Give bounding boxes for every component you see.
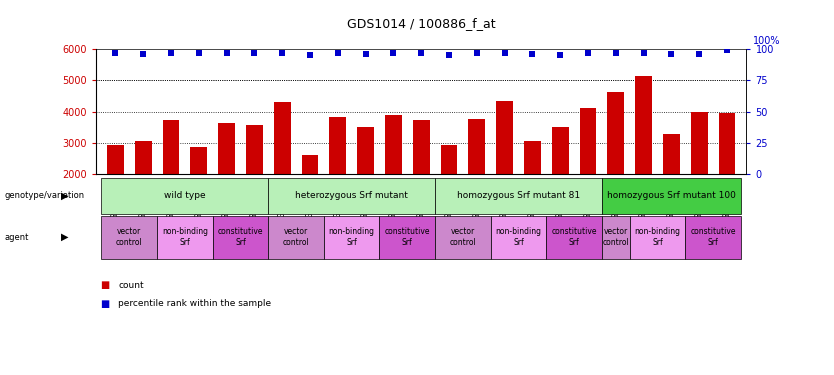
Point [721, 47, 734, 53]
Text: ▶: ▶ [61, 191, 68, 201]
Point [442, 52, 455, 58]
Bar [302, 155, 319, 174]
Bar [719, 113, 736, 174]
Bar [469, 119, 485, 174]
Text: GDS1014 / 100886_f_at: GDS1014 / 100886_f_at [347, 17, 495, 30]
Bar [219, 123, 235, 174]
Point [387, 50, 400, 55]
Point [498, 50, 511, 55]
Point [414, 50, 428, 55]
Point [275, 50, 289, 55]
Text: constitutive
Srf: constitutive Srf [218, 228, 264, 247]
Bar [135, 141, 152, 174]
Bar [580, 108, 596, 174]
Text: non-binding
Srf: non-binding Srf [635, 228, 681, 247]
Bar [163, 120, 179, 174]
Text: vector
control: vector control [602, 228, 629, 247]
Bar [524, 141, 540, 174]
Text: constitutive
Srf: constitutive Srf [384, 228, 430, 247]
Text: vector
control: vector control [283, 228, 309, 247]
Point [220, 50, 234, 55]
Point [164, 50, 178, 55]
Bar [663, 134, 680, 174]
Point [637, 50, 651, 55]
Point [248, 50, 261, 55]
Point [581, 50, 595, 55]
Bar [691, 112, 707, 174]
Text: non-binding
Srf: non-binding Srf [495, 228, 541, 247]
Bar [274, 102, 290, 174]
Point [554, 52, 567, 58]
Point [359, 51, 372, 57]
Bar [246, 125, 263, 174]
Text: homozygous Srf mutant 81: homozygous Srf mutant 81 [457, 191, 580, 200]
Text: genotype/variation: genotype/variation [4, 191, 84, 200]
Point [692, 51, 706, 57]
Text: ▶: ▶ [61, 232, 68, 242]
Text: non-binding
Srf: non-binding Srf [329, 228, 374, 247]
Bar [107, 144, 123, 174]
Text: heterozygous Srf mutant: heterozygous Srf mutant [295, 191, 408, 200]
Text: vector
control: vector control [116, 228, 143, 247]
Bar [385, 116, 402, 174]
Text: ■: ■ [100, 280, 109, 290]
Bar [357, 127, 374, 174]
Text: constitutive
Srf: constitutive Srf [691, 228, 736, 247]
Point [108, 50, 122, 55]
Point [525, 51, 539, 57]
Text: agent: agent [4, 232, 28, 242]
Point [665, 51, 678, 57]
Bar [607, 92, 624, 174]
Bar [440, 146, 457, 174]
Point [470, 50, 484, 55]
Text: non-binding
Srf: non-binding Srf [162, 228, 208, 247]
Point [331, 50, 344, 55]
Text: vector
control: vector control [450, 228, 476, 247]
Bar [329, 117, 346, 174]
Text: ■: ■ [100, 299, 109, 309]
Text: count: count [118, 280, 144, 290]
Bar [636, 76, 652, 174]
Point [609, 50, 622, 55]
Bar [190, 147, 207, 174]
Bar [496, 101, 513, 174]
Text: percentile rank within the sample: percentile rank within the sample [118, 299, 272, 308]
Bar [413, 120, 430, 174]
Point [137, 51, 150, 57]
Point [192, 50, 205, 55]
Text: wild type: wild type [164, 191, 206, 200]
Text: homozygous Srf mutant 100: homozygous Srf mutant 100 [607, 191, 736, 200]
Bar [552, 127, 569, 174]
Text: constitutive
Srf: constitutive Srf [551, 228, 597, 247]
Point [304, 52, 317, 58]
Text: 100%: 100% [753, 36, 781, 46]
